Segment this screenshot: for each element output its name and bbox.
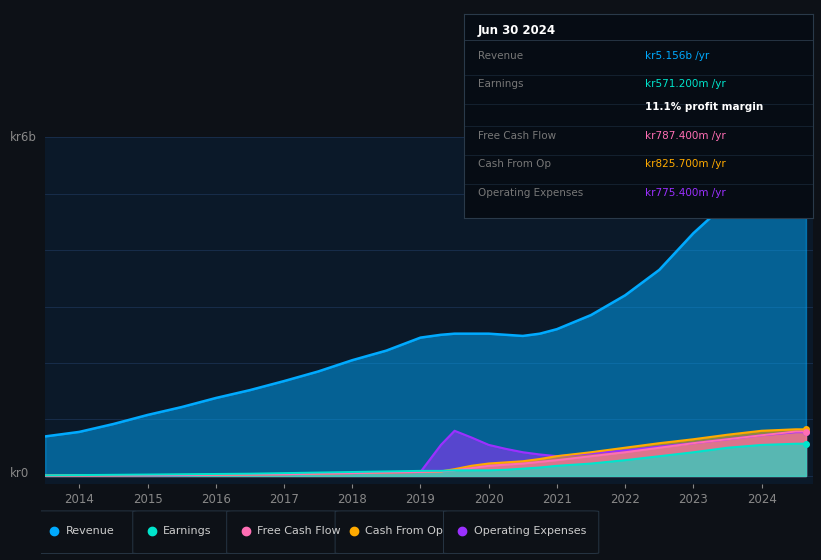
Text: kr775.400m /yr: kr775.400m /yr bbox=[645, 188, 726, 198]
FancyBboxPatch shape bbox=[335, 511, 447, 553]
Text: kr5.156b /yr: kr5.156b /yr bbox=[645, 51, 709, 61]
Text: 11.1% profit margin: 11.1% profit margin bbox=[645, 102, 764, 112]
FancyBboxPatch shape bbox=[133, 511, 231, 553]
Text: kr6b: kr6b bbox=[10, 130, 37, 144]
Text: Free Cash Flow: Free Cash Flow bbox=[257, 526, 341, 535]
Text: Revenue: Revenue bbox=[478, 51, 523, 61]
Text: Cash From Op: Cash From Op bbox=[365, 526, 443, 535]
FancyBboxPatch shape bbox=[35, 511, 136, 553]
Text: Operating Expenses: Operating Expenses bbox=[474, 526, 586, 535]
Text: Operating Expenses: Operating Expenses bbox=[478, 188, 583, 198]
Text: Revenue: Revenue bbox=[66, 526, 114, 535]
Text: kr0: kr0 bbox=[10, 466, 29, 480]
Text: kr571.200m /yr: kr571.200m /yr bbox=[645, 80, 726, 90]
Text: Earnings: Earnings bbox=[478, 80, 523, 90]
Text: kr787.400m /yr: kr787.400m /yr bbox=[645, 130, 726, 141]
Text: Earnings: Earnings bbox=[163, 526, 212, 535]
Text: Cash From Op: Cash From Op bbox=[478, 159, 551, 169]
Text: Jun 30 2024: Jun 30 2024 bbox=[478, 24, 556, 37]
FancyBboxPatch shape bbox=[443, 511, 599, 553]
FancyBboxPatch shape bbox=[227, 511, 339, 553]
Text: Free Cash Flow: Free Cash Flow bbox=[478, 130, 556, 141]
Text: kr825.700m /yr: kr825.700m /yr bbox=[645, 159, 726, 169]
